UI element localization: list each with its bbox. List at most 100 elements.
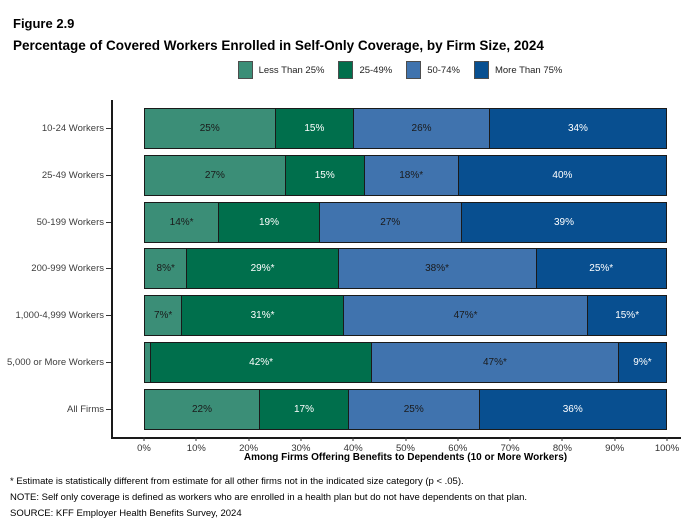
x-tick-label: 90% — [605, 443, 625, 454]
y-tick — [106, 202, 111, 243]
bar-segment: 47%* — [342, 295, 589, 337]
bar-segment: 22% — [144, 388, 260, 430]
bar-segment: 25% — [144, 108, 276, 149]
bar-row: 8%* 29%* 38%* 25%* — [144, 248, 667, 290]
legend-swatch — [237, 61, 253, 79]
bar-rows: 25% 15% 26% 34% 27% 15% 18%* 40% 14%* 19% 27% 39% 8%… — [144, 108, 668, 430]
y-axis-label: 50-199 Workers — [36, 216, 104, 228]
legend-item: More Than 75% — [473, 61, 563, 79]
legend-label: 25-49% — [359, 64, 393, 76]
bar-segment: 29%* — [186, 248, 339, 290]
legend: Less Than 25% 25-49% 50-74% More Than 75% — [102, 61, 698, 79]
bar-segment: 36% — [478, 388, 667, 430]
x-tick-label: 20% — [239, 443, 259, 454]
y-tick-mark — [106, 268, 111, 270]
figure-label: Figure 2.9 — [13, 16, 75, 31]
bar-segment: 7%* — [144, 295, 183, 337]
y-axis-label: 5,000 or More Workers — [7, 357, 104, 369]
y-tick-mark — [106, 128, 111, 129]
bar-segment: 15%* — [587, 295, 667, 337]
bar-segment: 40% — [457, 154, 667, 196]
legend-swatch — [473, 61, 489, 79]
legend-item: 50-74% — [406, 61, 460, 79]
bar-row: 27% 15% 18%* 40% — [144, 154, 667, 196]
y-tick-mark — [106, 315, 111, 317]
x-tick-mark — [405, 437, 406, 441]
x-axis-ticks: 0% 10% 20% 30% 40% 50% 60% 70% 80% 90% 100% — [137, 437, 679, 459]
bar-row: 42%* 47%* 9%* — [144, 342, 667, 384]
y-tick — [106, 342, 111, 383]
y-tick — [106, 155, 111, 196]
x-tick-label: 40% — [343, 443, 363, 454]
x-tick-mark — [248, 437, 250, 441]
bar-row: 22% 17% 25% 36% — [144, 388, 667, 430]
bar-segment: 27% — [144, 154, 286, 196]
bar-segment: 15% — [284, 154, 365, 196]
x-tick-mark — [509, 437, 511, 441]
x-tick-mark — [143, 437, 145, 441]
bar-segment: 25%* — [535, 248, 667, 290]
x-tick-label: 0% — [137, 443, 151, 454]
y-axis-labels: 10-24 Workers 25-49 Workers 50-199 Workers… — [0, 108, 104, 430]
bar-row: 7%* 31%* 47%* 15%* — [144, 295, 667, 337]
y-tick — [106, 108, 111, 149]
legend-swatch — [338, 61, 354, 79]
chart-notes: * Estimate is statistically different fr… — [10, 474, 690, 522]
y-tick — [106, 248, 111, 289]
bar-segment: 17% — [258, 388, 350, 430]
footnote-source: SOURCE: KFF Employer Health Benefits Sur… — [10, 508, 242, 519]
bar-row: 14%* 19% 27% 39% — [144, 201, 667, 243]
y-tick — [106, 295, 111, 336]
bar-segment: 38%* — [337, 248, 537, 290]
bar-segment: 19% — [218, 201, 320, 243]
bar-row: 25% 15% 26% 34% — [144, 108, 668, 149]
y-tick-mark — [106, 408, 111, 410]
bar-segment: 42%* — [150, 342, 372, 384]
y-axis-label: 1,000-4,999 Workers — [15, 310, 104, 322]
x-tick-label: 50% — [395, 443, 416, 454]
footnote-note: NOTE: Self only coverage is defined as w… — [10, 492, 528, 503]
bar-segment: 31%* — [181, 295, 344, 337]
x-axis-title: Among Firms Offering Benefits to Depende… — [243, 452, 568, 463]
x-tick-mark — [561, 437, 563, 441]
bar-segment: 14%* — [144, 201, 220, 243]
x-tick-mark — [614, 437, 616, 441]
bar-segment: 47%* — [370, 342, 619, 384]
x-tick-label: 60% — [448, 443, 468, 454]
footnote-asterisk: * Estimate is statistically different fr… — [10, 476, 464, 487]
legend-label: Less Than 25% — [258, 64, 325, 76]
bar-segment: 25% — [348, 388, 480, 430]
x-tick-mark — [352, 437, 354, 441]
bar-segment: 26% — [353, 108, 490, 149]
y-tick-mark — [106, 174, 111, 176]
x-tick-label: 70% — [500, 443, 520, 454]
y-axis-line — [111, 100, 113, 437]
y-axis-label: 25-49 Workers — [41, 169, 104, 181]
y-tick-mark — [106, 362, 111, 364]
bar-segment: 8%* — [144, 248, 188, 290]
x-axis-line — [111, 437, 681, 439]
y-axis-label: All Firms — [67, 403, 104, 415]
bar-segment: 39% — [460, 201, 667, 243]
bar-segment: 18%* — [363, 154, 459, 196]
bar-segment: 15% — [274, 108, 355, 149]
legend-label: 50-74% — [427, 64, 460, 76]
y-tick — [106, 389, 111, 430]
y-axis-label: 200-999 Workers — [31, 263, 104, 275]
legend-label: More Than 75% — [494, 64, 563, 76]
bar-segment: 9%* — [617, 342, 667, 384]
y-axis-label: 10-24 Workers — [41, 123, 104, 134]
legend-item: Less Than 25% — [237, 61, 325, 79]
x-tick-mark — [666, 437, 668, 441]
x-tick-label: 30% — [291, 443, 311, 454]
bar-segment: 27% — [318, 201, 462, 243]
legend-swatch — [406, 61, 422, 79]
x-tick-label: 80% — [552, 443, 572, 454]
x-tick-label: 100% — [654, 443, 680, 454]
x-tick-mark — [195, 437, 197, 441]
x-tick-mark — [300, 437, 302, 441]
chart-title: Percentage of Covered Workers Enrolled i… — [13, 38, 544, 53]
bar-segment: 34% — [488, 108, 668, 149]
x-tick-mark — [457, 437, 459, 441]
y-tick-mark — [106, 221, 111, 223]
